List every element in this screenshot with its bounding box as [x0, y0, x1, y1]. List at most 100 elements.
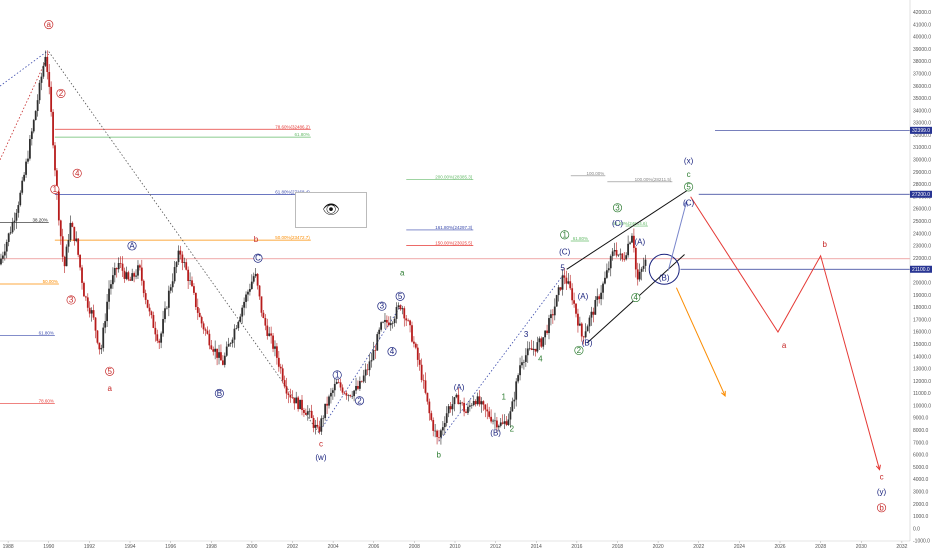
candle-body — [310, 410, 313, 419]
projection-line — [667, 201, 688, 271]
level-label: 50.00% — [43, 279, 58, 284]
x-tick-label: 2014 — [531, 544, 542, 550]
candle-body — [239, 316, 242, 322]
wave-label-circle — [387, 347, 397, 357]
candle-body — [366, 369, 369, 371]
y-tick-label: 2000.0 — [913, 502, 929, 508]
candle-body — [166, 307, 168, 309]
candle-body — [478, 396, 481, 405]
candle-body — [185, 262, 188, 270]
candle-body — [376, 334, 379, 351]
candle-body — [299, 399, 301, 410]
candle-body — [420, 364, 423, 380]
x-tick-label: 1992 — [84, 544, 95, 550]
trend-line — [318, 303, 403, 434]
candle-body — [52, 111, 54, 146]
candle-body — [621, 253, 624, 260]
candle-body — [499, 422, 502, 426]
candle-body — [13, 220, 16, 223]
x-tick-label: 2012 — [490, 544, 501, 550]
candle-body — [231, 339, 234, 344]
candle-body — [490, 416, 493, 422]
wave-label: (B) — [582, 339, 593, 348]
candle-body — [401, 308, 404, 310]
candle-body — [262, 312, 265, 318]
candle-body — [434, 430, 437, 432]
wave-label: (w) — [315, 453, 326, 462]
candle-body — [167, 290, 170, 308]
candle-body — [495, 420, 498, 428]
wave-label: a — [47, 20, 52, 29]
candle-body — [260, 296, 263, 313]
candle-body — [229, 343, 232, 344]
candle-body — [436, 430, 438, 438]
candle-body — [453, 397, 456, 405]
wave-label-circle — [44, 19, 54, 30]
y-axis[interactable]: -1000.0 0.0 1000.0 2000.0 3000.0 4000.0 5000.0… — [909, 0, 932, 545]
candle-body — [193, 286, 195, 293]
y-tick-label: 10000.0 — [913, 403, 931, 409]
y-tick-label: 17000.0 — [913, 317, 931, 323]
candle-body — [511, 401, 514, 412]
y-tick-label: 5000.0 — [913, 465, 929, 471]
candle-body — [276, 346, 278, 358]
candle-body — [100, 347, 103, 350]
candle-body — [135, 275, 137, 277]
candle-body — [330, 392, 332, 397]
y-tick-label: 13000.0 — [913, 367, 931, 373]
y-tick-label: 36000.0 — [913, 84, 931, 90]
candle-body — [447, 406, 450, 414]
candle-body — [326, 403, 328, 406]
level-label: 78.60% — [39, 398, 54, 403]
candle-body — [360, 381, 363, 382]
candle-body — [113, 268, 116, 276]
candle-body — [48, 72, 51, 87]
wave-labels: a 2 1 4 3 5 a A Bb C 1 2 3 4 5 a c (w) b (A) (B) 1 2 3 4 5 1 (C) (A)… — [44, 19, 887, 513]
candle-body — [160, 333, 163, 343]
candle-body — [150, 311, 153, 316]
candle-body — [301, 399, 303, 411]
x-tick-label: 2004 — [328, 544, 339, 550]
y-tick-label: 42000.0 — [913, 10, 931, 16]
wave-label: c — [319, 439, 323, 448]
candle-body — [638, 271, 641, 280]
candle-body — [272, 335, 274, 349]
candle-body — [29, 138, 31, 159]
visibility-toggle[interactable]: 👁 — [295, 192, 367, 228]
wave-label-circle — [612, 203, 623, 213]
candle-body — [287, 393, 290, 396]
y-tick-label: 31000.0 — [913, 145, 931, 151]
wave-label: a — [107, 384, 112, 393]
wave-label-circle — [560, 230, 570, 240]
candle-body — [345, 393, 348, 396]
projection-arrowhead — [721, 390, 726, 397]
candle-body — [61, 236, 64, 257]
channel-line — [566, 186, 693, 270]
candle-body — [303, 410, 305, 413]
candle-body — [44, 56, 47, 66]
wave-label: 4 — [634, 293, 639, 302]
candle-body — [158, 340, 161, 343]
wave-label-circle — [377, 301, 387, 311]
candle-body — [220, 352, 222, 361]
candle-body — [403, 308, 406, 319]
price-tag-label: 27200.0 — [912, 192, 930, 198]
level-label: 100.00%(28211.5) — [635, 177, 672, 182]
candle-body — [526, 348, 529, 356]
candle-body — [27, 158, 29, 162]
candle-body — [584, 331, 587, 338]
wave-label-circle — [684, 182, 694, 192]
projection-arrowhead — [682, 200, 688, 207]
candle-body — [351, 396, 354, 397]
candle-body — [110, 284, 112, 289]
x-axis[interactable]: 1988 1990 1992 1994 1996 1998 2000 2002 2004 2006… — [0, 540, 910, 550]
candle-body — [247, 291, 249, 295]
y-tick-label: 32000.0 — [913, 133, 931, 139]
candle-body — [266, 325, 269, 336]
candle-body — [83, 282, 85, 297]
candle-body — [154, 327, 157, 335]
wave-label: 1 — [562, 230, 567, 239]
candle-body — [347, 395, 350, 396]
candle-body — [355, 386, 357, 391]
candle-body — [241, 307, 244, 317]
